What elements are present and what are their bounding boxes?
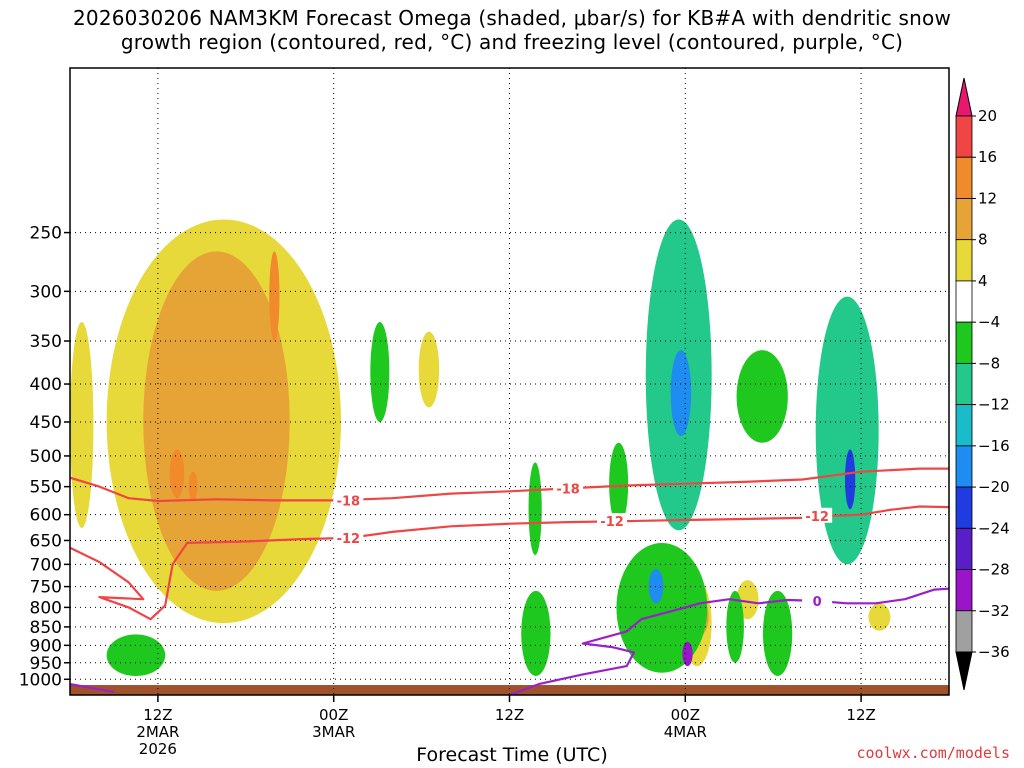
descent-region-19: [616, 542, 708, 673]
colorbar-bin-4: [955, 239, 973, 282]
contour-label-1-0: -12: [337, 532, 361, 547]
colorbar-bin-6: [955, 321, 973, 364]
ascent-region-5: [269, 251, 280, 342]
contour-line-3: [70, 683, 115, 693]
colorbar-bin-13: [955, 610, 973, 653]
colorbar-bin-11: [955, 527, 973, 570]
descent-region-12: [528, 462, 542, 556]
colorbar-label-8: −16: [978, 437, 1010, 455]
y-tick-label-1000: 1000: [19, 670, 62, 690]
contour-label-bg-0-0: [333, 492, 364, 508]
colorbar-label-2: 12: [978, 189, 997, 207]
colorbar-bin-2: [955, 156, 973, 199]
contour-label-0-1: -18: [556, 482, 580, 497]
x-tick-label-60-0: 12Z: [846, 706, 875, 724]
y-tick-label-750: 750: [30, 578, 62, 598]
colorbar-label-9: −20: [978, 478, 1010, 496]
descent-region-17: [815, 296, 879, 565]
colorbar-bin-7: [955, 362, 973, 406]
colorbar-bin-1: [955, 115, 973, 158]
ascent-region-6: [418, 331, 440, 408]
colorbar-bin-8: [955, 404, 973, 447]
y-tick-label-250: 250: [30, 224, 62, 244]
descent-region-25: [106, 634, 166, 677]
colorbar-label-10: −24: [978, 519, 1010, 537]
y-tick-label-900: 900: [30, 636, 62, 656]
descent-region-16: [736, 350, 788, 443]
descent-region-11: [370, 322, 390, 422]
y-tick-label-950: 950: [30, 654, 62, 674]
title-line-2: growth region (contoured, red, °C) and f…: [120, 30, 904, 54]
ascent-region-3: [169, 449, 185, 499]
x-tick-label-12-2: 2026: [139, 740, 177, 758]
colorbar-label-7: −12: [978, 396, 1010, 414]
chart-title: 2026030206 NAM3KM Forecast Omega (shaded…: [0, 6, 1024, 54]
colorbar-label-0: 20: [978, 107, 997, 125]
contour-label-bg-1-0: [333, 529, 364, 545]
y-tick-label-850: 850: [30, 618, 62, 638]
x-tick-label-12-0: 12Z: [143, 706, 172, 724]
plot-area: -18 -18 -12 -12 -12 0: [70, 68, 949, 695]
y-tick-label-650: 650: [30, 531, 62, 551]
colorbar-bin-3: [955, 198, 973, 241]
x-tick-label-24-0: 00Z: [319, 706, 348, 724]
colorbar-label-5: −4: [978, 313, 1000, 331]
descent-region-22: [521, 590, 551, 677]
colorbar-label-4: 4: [978, 272, 988, 290]
contour-label-bg-0-1: [553, 480, 584, 496]
colorbar-label-12: −32: [978, 602, 1010, 620]
colorbar: 20 16 12 8 4 −4 −8 −12 −16 −20 −24 −28 −32 −36: [955, 77, 1010, 691]
descent-region-21: [682, 641, 693, 667]
colorbar-bin-9: [955, 445, 973, 488]
y-tick-label-400: 400: [30, 375, 62, 395]
x-tick-label-48-0: 00Z: [671, 706, 700, 724]
x-tick-label-36-0: 12Z: [495, 706, 524, 724]
x-axis-title: Forecast Time (UTC): [416, 744, 608, 766]
contour-line-0: [70, 467, 949, 503]
ascent-region-4: [188, 471, 198, 501]
contour-label-bg-2-0: [802, 592, 833, 608]
x-tick-label-12-1: 2MAR: [136, 723, 179, 741]
colorbar-label-3: 8: [978, 231, 988, 249]
ascent-region-10: [868, 603, 891, 631]
ascent-region-2: [143, 251, 290, 591]
descent-region-20: [648, 568, 664, 604]
colorbar-label-6: −8: [978, 354, 1000, 372]
descent-region-18: [844, 449, 856, 510]
y-tick-label-500: 500: [30, 447, 62, 467]
ascent-region-0: [70, 322, 94, 528]
colorbar-top-arrow: [955, 77, 973, 117]
y-tick-label-700: 700: [30, 555, 62, 575]
descent-region-13: [609, 442, 629, 526]
colorbar-bin-5: [955, 280, 973, 323]
contour-line-2: [509, 587, 949, 695]
colorbar-bin-10: [955, 486, 973, 529]
y-tick-label-600: 600: [30, 506, 62, 526]
colorbar-bottom-arrow: [955, 651, 973, 691]
contour-label-bg-1-1: [597, 513, 628, 529]
colorbar-label-13: −36: [978, 643, 1010, 661]
descent-region-15: [670, 350, 692, 437]
contour-label-bg-1-2: [802, 507, 833, 523]
colorbar-label-11: −28: [978, 561, 1010, 579]
title-line-1: 2026030206 NAM3KM Forecast Omega (shaded…: [72, 6, 952, 30]
colorbar-bin-12: [955, 569, 973, 612]
x-tick-label-24-1: 3MAR: [312, 723, 355, 741]
contour-label-0-0: -18: [337, 494, 361, 509]
y-tick-label-350: 350: [30, 332, 62, 352]
colorbar-label-1: 16: [978, 148, 997, 166]
contour-label-1-1: -12: [600, 515, 624, 530]
x-tick-label-48-1: 4MAR: [664, 723, 707, 741]
contour-label-1-2: -12: [805, 510, 829, 525]
contour-label-2-0: 0: [813, 595, 822, 610]
y-tick-label-800: 800: [30, 598, 62, 618]
y-tick-label-300: 300: [30, 282, 62, 302]
y-tick-label-550: 550: [30, 478, 62, 498]
y-tick-label-450: 450: [30, 413, 62, 433]
ground-strip: [70, 685, 949, 695]
credit-text: coolwx.com/models: [856, 744, 1010, 762]
descent-region-24: [762, 590, 793, 677]
